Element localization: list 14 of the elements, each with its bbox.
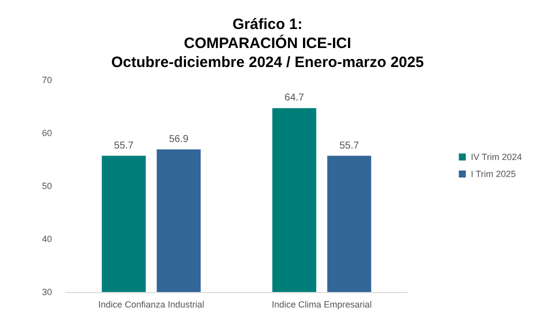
y-tick-label: 30: [42, 287, 52, 297]
y-tick-label: 40: [42, 234, 52, 244]
legend-label: I Trim 2025: [470, 169, 516, 179]
legend-label: IV Trim 2024: [470, 152, 522, 162]
data-label: 55.7: [339, 140, 360, 152]
data-label: 64.7: [284, 92, 304, 104]
y-tick-label: 50: [42, 181, 52, 191]
data-label: 56.9: [168, 134, 189, 145]
data-label: 55.7: [114, 140, 134, 152]
chart-title: Gráfico 1: COMPARACIÓN ICE-ICI Octubre-diciembre 2024 / Enero-marzo 2025: [111, 16, 424, 71]
y-tick-label: 70: [42, 75, 52, 85]
y-tick-label: 60: [42, 128, 52, 138]
x-tick-label: Indice Confianza Industrial: [98, 300, 204, 310]
x-tick-label: Indice Clima Empresarial: [272, 300, 372, 310]
